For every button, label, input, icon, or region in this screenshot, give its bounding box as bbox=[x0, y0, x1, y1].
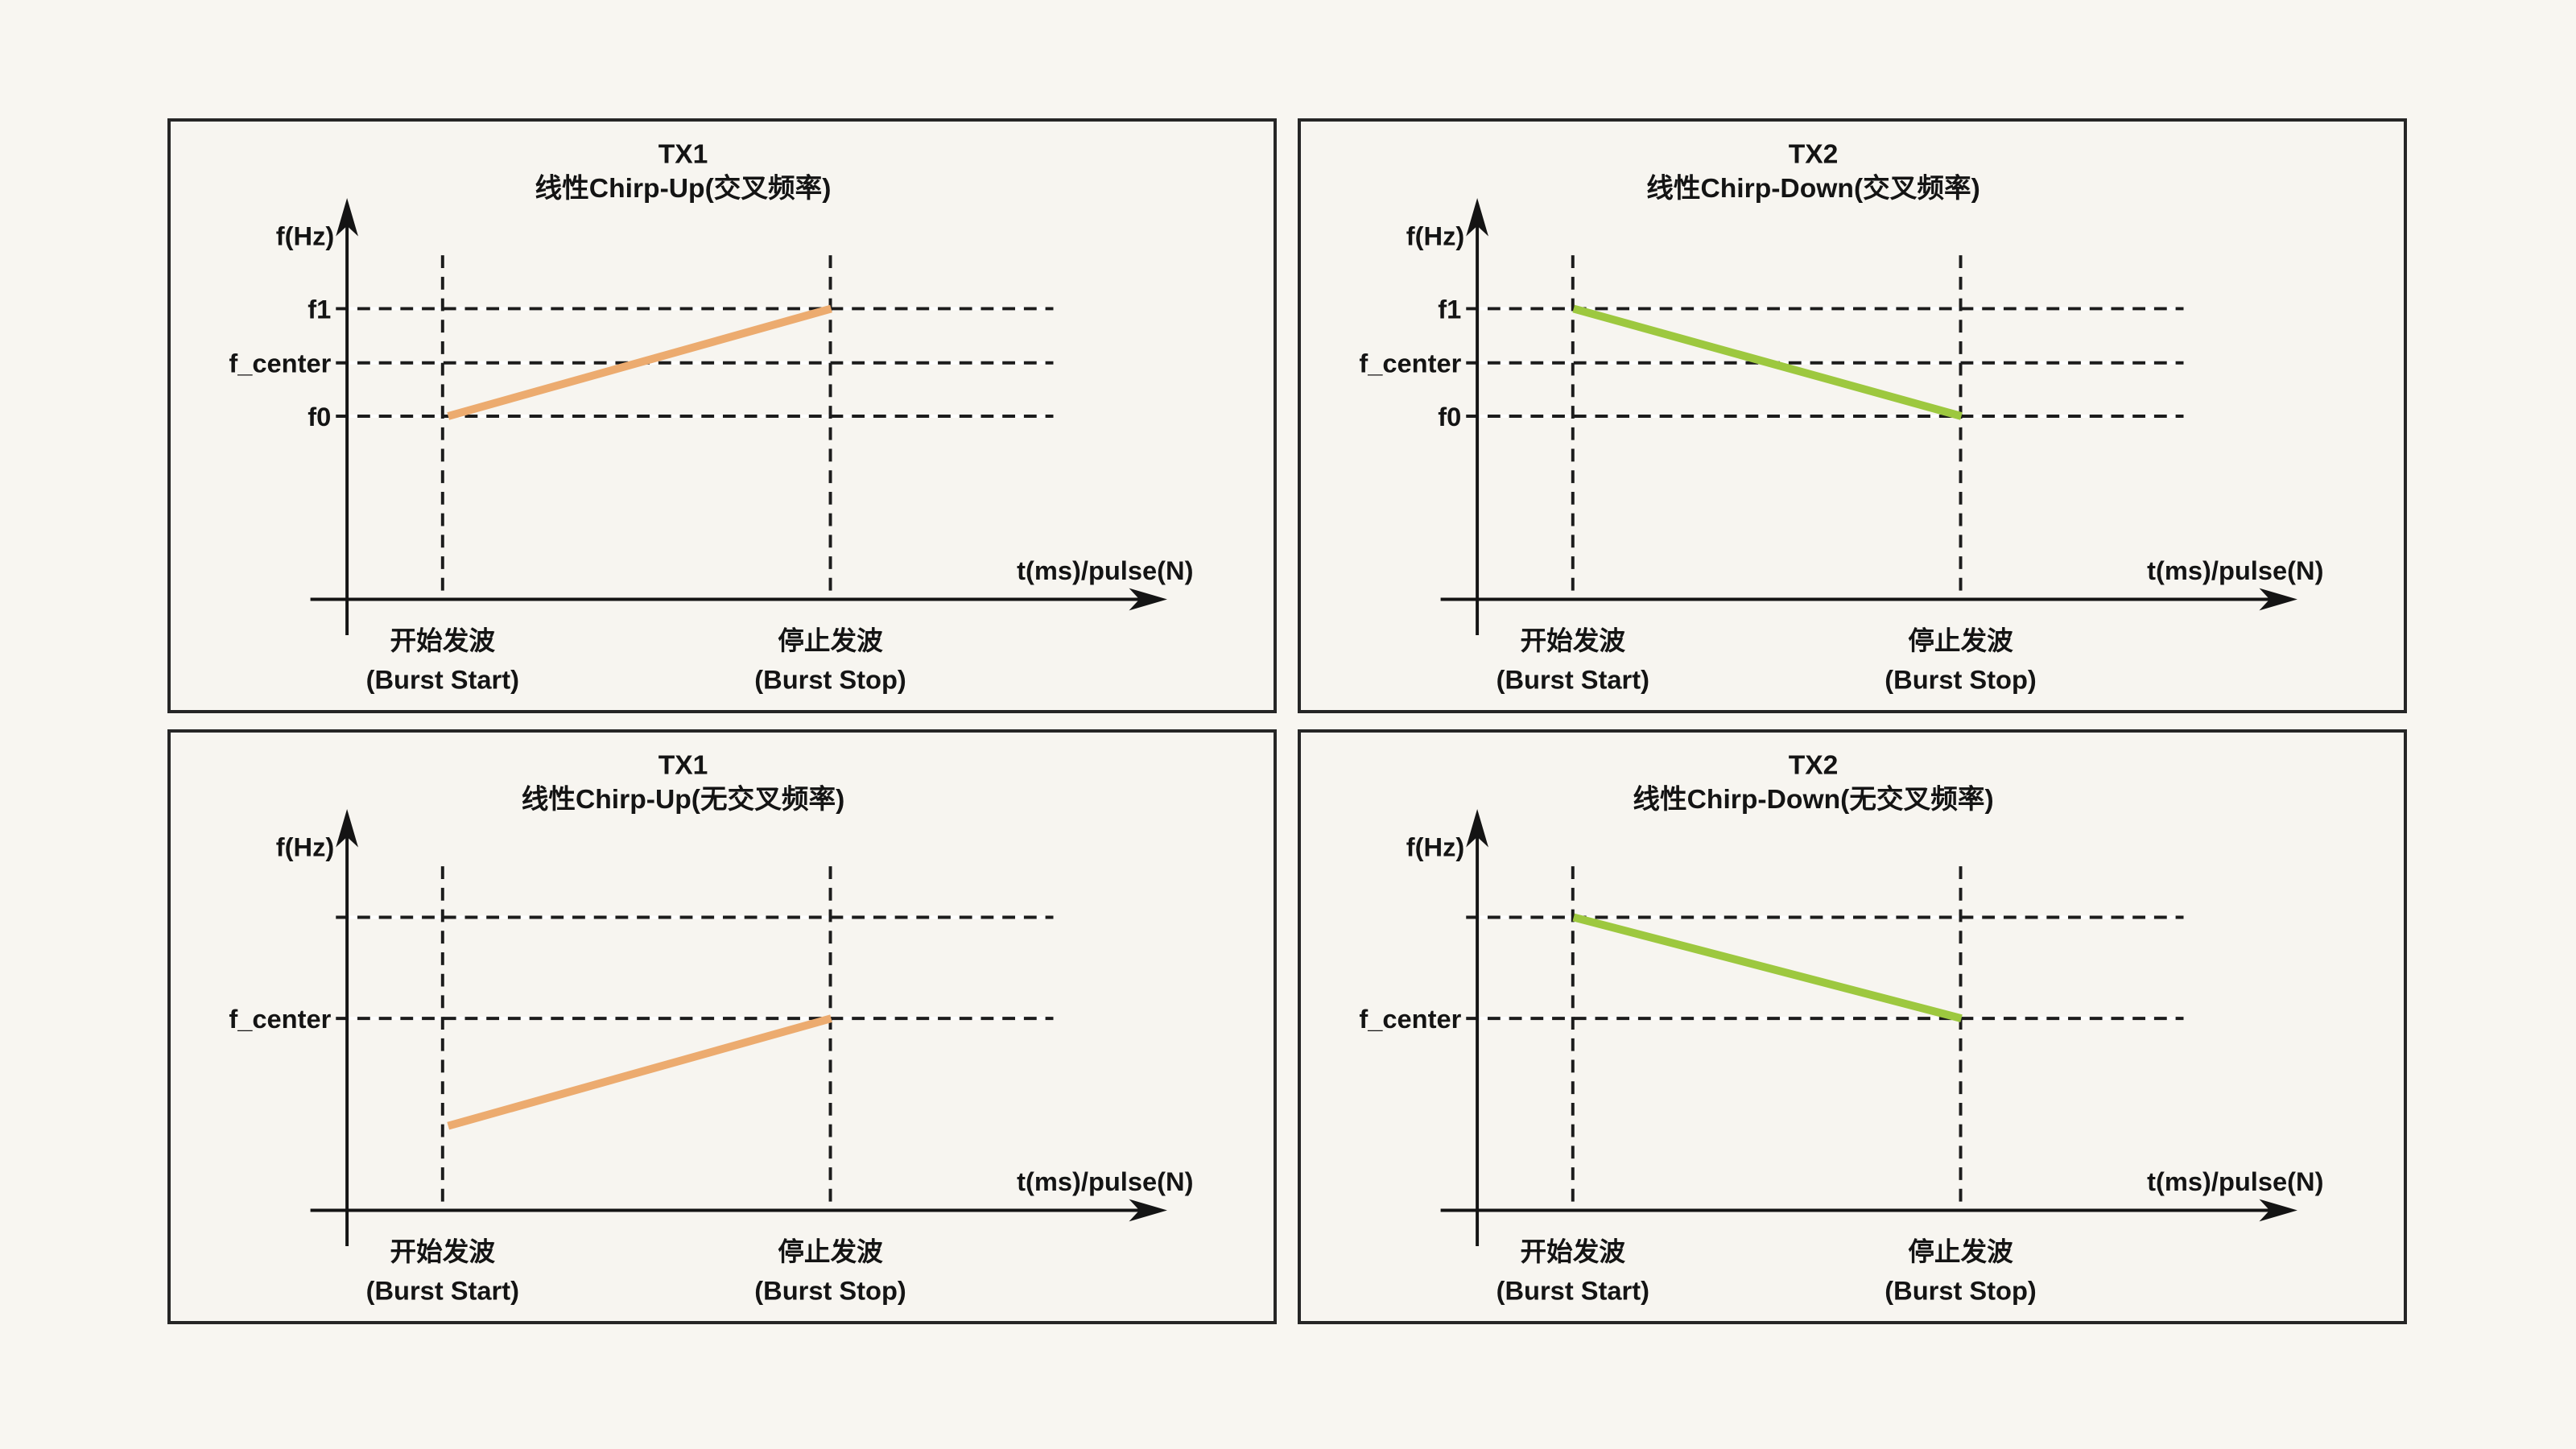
x-axis-arrow-icon bbox=[1129, 588, 1167, 611]
x-axis-label: t(ms)/pulse(N) bbox=[1017, 1166, 1193, 1196]
chirp-line bbox=[1572, 913, 1963, 1022]
y-axis-label: f(Hz) bbox=[276, 832, 334, 861]
panel-tx1-chirp-up-no-cross: TX1 线性Chirp-Up(无交叉频率) f(Hz) f_center t(m… bbox=[167, 729, 1277, 1324]
y-axis-arrow-icon bbox=[336, 197, 358, 237]
y-axis-arrow-icon bbox=[1466, 197, 1488, 237]
y-axis-label: f(Hz) bbox=[276, 221, 334, 250]
x-axis-label: t(ms)/pulse(N) bbox=[2147, 555, 2323, 585]
y-level-label-f1: f1 bbox=[308, 294, 331, 324]
chirp-line bbox=[447, 1014, 832, 1130]
chirp-line bbox=[447, 304, 832, 420]
chart-title-line2: 线性Chirp-Up(交叉频率) bbox=[535, 172, 832, 204]
x-tick-burst-stop-zh: 停止发波 bbox=[778, 625, 883, 655]
x-tick-burst-stop-en: (Burst Stop) bbox=[754, 1275, 906, 1305]
y-axis-label: f(Hz) bbox=[1406, 221, 1464, 250]
chart-tx2-no-cross: TX2 线性Chirp-Down(无交叉频率) f(Hz) f_center t… bbox=[1359, 750, 2323, 1305]
y-level-label-f-center: f_center bbox=[229, 1004, 331, 1034]
y-axis-label: f(Hz) bbox=[1406, 832, 1464, 861]
y-level-label-f-center: f_center bbox=[1359, 349, 1461, 378]
x-tick-burst-stop-en: (Burst Stop) bbox=[754, 664, 906, 694]
x-tick-burst-start-zh: 开始发波 bbox=[1521, 1236, 1626, 1266]
panel-tx2-chirp-down-crossed: TX2 线性Chirp-Down(交叉频率) f(Hz) f1 f_center… bbox=[1298, 118, 2407, 713]
x-tick-burst-start-en: (Burst Start) bbox=[366, 664, 519, 694]
y-level-label-f0: f0 bbox=[1438, 402, 1461, 431]
x-tick-burst-stop-en: (Burst Stop) bbox=[1885, 1275, 2036, 1305]
chart-title-line1: TX1 bbox=[658, 750, 708, 780]
chart-title-line2: 线性Chirp-Down(无交叉频率) bbox=[1633, 783, 1993, 815]
y-axis-arrow-icon bbox=[1466, 808, 1488, 848]
x-tick-burst-stop-zh: 停止发波 bbox=[1908, 625, 2013, 655]
y-level-label-f1: f1 bbox=[1438, 294, 1461, 324]
y-level-label-f-center: f_center bbox=[229, 349, 331, 378]
x-tick-burst-start-zh: 开始发波 bbox=[390, 625, 496, 655]
chart-title-line2: 线性Chirp-Up(无交叉频率) bbox=[522, 783, 845, 815]
y-axis-arrow-icon bbox=[336, 808, 358, 848]
x-axis-label: t(ms)/pulse(N) bbox=[1017, 555, 1193, 585]
x-axis-label: t(ms)/pulse(N) bbox=[2147, 1166, 2323, 1196]
chart-title-line1: TX2 bbox=[1789, 139, 1839, 169]
x-tick-burst-start-en: (Burst Start) bbox=[366, 1275, 519, 1305]
x-axis-arrow-icon bbox=[2259, 588, 2297, 611]
chart-title-line1: TX1 bbox=[658, 139, 708, 169]
x-tick-burst-start-en: (Burst Start) bbox=[1496, 664, 1649, 694]
x-axis-arrow-icon bbox=[2259, 1199, 2297, 1222]
chart-title-line2: 线性Chirp-Down(交叉频率) bbox=[1646, 172, 1980, 204]
chart-tx1-crossed: TX1 线性Chirp-Up(交叉频率) f(Hz) f1 f_center bbox=[229, 139, 1193, 694]
x-tick-burst-stop-en: (Burst Stop) bbox=[1885, 664, 2036, 694]
panel-tx1-chirp-up-crossed: TX1 线性Chirp-Up(交叉频率) f(Hz) f1 f_center bbox=[167, 118, 1277, 713]
x-tick-burst-start-zh: 开始发波 bbox=[390, 1236, 496, 1266]
chart-tx2-crossed: TX2 线性Chirp-Down(交叉频率) f(Hz) f1 f_center… bbox=[1359, 139, 2323, 694]
panel-tx2-chirp-down-no-cross: TX2 线性Chirp-Down(无交叉频率) f(Hz) f_center t… bbox=[1298, 729, 2407, 1324]
x-tick-burst-stop-zh: 停止发波 bbox=[778, 1236, 883, 1266]
chart-tx1-no-cross: TX1 线性Chirp-Up(无交叉频率) f(Hz) f_center t(m… bbox=[229, 750, 1193, 1305]
y-level-label-f0: f0 bbox=[308, 402, 331, 431]
x-axis-arrow-icon bbox=[1129, 1199, 1167, 1222]
x-tick-burst-start-en: (Burst Start) bbox=[1496, 1275, 1649, 1305]
x-tick-burst-start-zh: 开始发波 bbox=[1521, 625, 1626, 655]
x-tick-burst-stop-zh: 停止发波 bbox=[1908, 1236, 2013, 1266]
y-level-label-f-center: f_center bbox=[1359, 1004, 1461, 1034]
chirp-line bbox=[1572, 304, 1963, 420]
chart-title-line1: TX2 bbox=[1789, 750, 1839, 780]
